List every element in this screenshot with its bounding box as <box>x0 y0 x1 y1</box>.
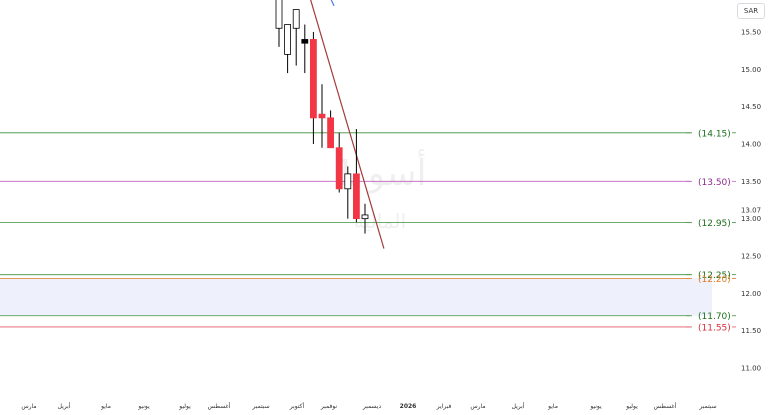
candle <box>344 166 352 219</box>
x-tick-label: ديسمبر <box>362 403 382 410</box>
level-label: (12.20) <box>698 275 731 285</box>
candle-body <box>327 117 335 149</box>
current-price-label: 13.07 <box>741 206 761 214</box>
x-tick-label: مارس <box>21 403 36 410</box>
currency-badge[interactable]: SAR <box>737 3 765 19</box>
candle <box>292 9 300 66</box>
candle-body <box>309 39 317 119</box>
x-tick-label: سبتمبر <box>251 403 269 410</box>
x-tick-label: يوليو <box>625 403 638 410</box>
trendline <box>310 0 385 249</box>
level-label: (14.15) <box>698 129 731 139</box>
trendlines <box>310 0 385 249</box>
support-zone <box>0 278 712 316</box>
level-labels: (14.15) (13.50) (12.95) (12.25)(12.20) (11.7… <box>686 129 736 333</box>
x-tick-label: أبريل <box>58 402 71 410</box>
candle <box>318 84 326 148</box>
candle <box>361 203 369 234</box>
x-tick-label: يونيو <box>137 403 150 410</box>
candle <box>301 24 309 74</box>
x-tick-label: مارس <box>470 403 485 410</box>
level-label: (11.70) <box>698 312 731 322</box>
x-tick-label: أغسطس <box>208 402 231 410</box>
level-label: (13.50) <box>698 178 731 188</box>
y-tick-label: 11.00 <box>741 365 761 373</box>
y-tick-label: 12.50 <box>741 253 761 261</box>
x-tick-label: يونيو <box>589 403 602 410</box>
trendline <box>330 0 335 7</box>
y-tick-label: 14.00 <box>741 141 761 149</box>
x-tick-label: فبراير <box>436 403 452 410</box>
y-tick-label: 13.00 <box>741 215 761 223</box>
candle-body <box>275 0 283 29</box>
x-tick-label: مايو <box>100 403 111 410</box>
candle <box>284 24 292 74</box>
level-label: (11.55) <box>698 323 731 333</box>
level-label: (12.25) <box>698 271 731 281</box>
candle <box>275 0 283 47</box>
y-tick-label: 15.50 <box>741 29 761 37</box>
x-tick-label: أبريل <box>512 402 525 410</box>
x-tick-label: نوفمبر <box>320 403 338 410</box>
candles <box>275 0 369 234</box>
candle-body <box>301 39 309 44</box>
level-lines <box>0 132 692 328</box>
candle-body <box>292 9 300 29</box>
y-tick-label: 12.00 <box>741 290 761 298</box>
candle <box>352 129 360 223</box>
x-tick-label: يوليو <box>178 403 191 410</box>
candle-body <box>284 24 292 55</box>
currency-label: SAR <box>743 7 759 15</box>
candle <box>309 32 317 144</box>
candle <box>327 110 335 149</box>
y-tick-label: 11.50 <box>741 327 761 335</box>
candle <box>335 132 343 193</box>
y-tick-label: 15.00 <box>741 66 761 74</box>
y-axis: 15.50 15.00 14.50 14.00 13.50 13.00 12.50 12.00… <box>741 29 761 373</box>
zone-rect <box>0 278 712 316</box>
x-tick-label: 2026 <box>400 403 417 410</box>
x-axis: مارس أبريل مايو يونيو يوليو أغسطس سبتمبر أكتوبر… <box>21 402 716 410</box>
x-tick-label: أغسطس <box>654 402 677 410</box>
y-tick-label: 13.50 <box>741 178 761 186</box>
x-tick-label: سبتمبر <box>698 403 716 410</box>
svg-text:المالية: المالية <box>354 209 406 233</box>
candle-body <box>335 147 343 190</box>
candle-body <box>318 113 326 119</box>
candle-body <box>344 173 352 190</box>
candle-body <box>361 214 369 220</box>
x-tick-label: مايو <box>547 403 558 410</box>
y-tick-label: 14.50 <box>741 103 761 111</box>
level-label: (12.95) <box>698 219 731 229</box>
candle-body <box>352 173 360 220</box>
x-tick-label: أكتوبر <box>289 402 305 410</box>
